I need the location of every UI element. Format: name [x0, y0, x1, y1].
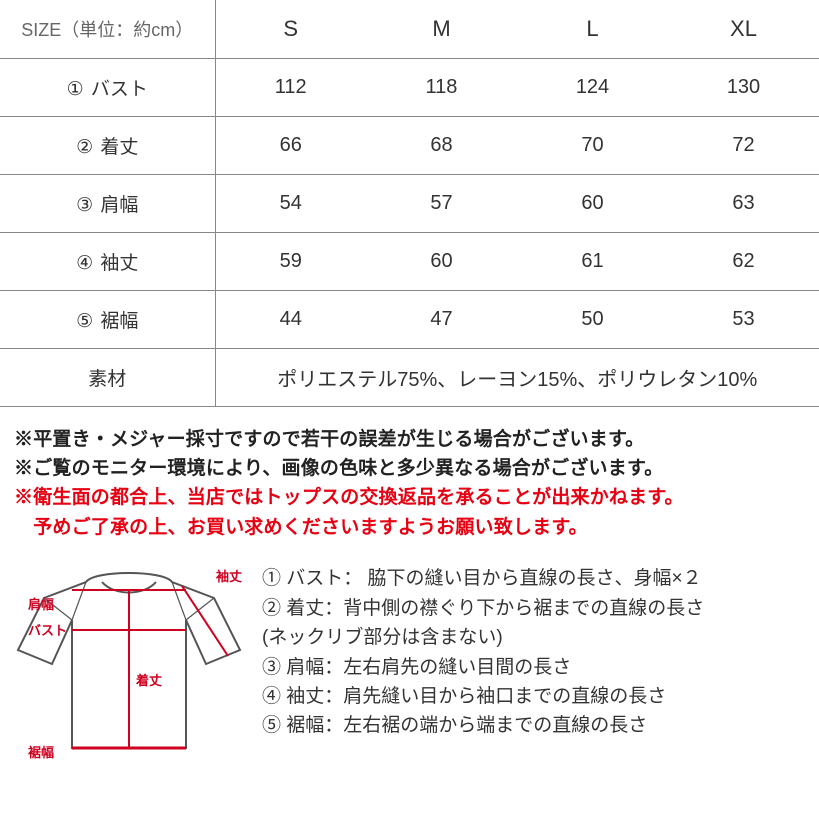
- tshirt-svg: [14, 560, 244, 760]
- definition-2: ② 着丈：背中側の襟ぐり下から裾までの直線の長さ: [262, 594, 805, 623]
- row-value: 44: [215, 290, 366, 348]
- row-label: ④ 袖丈: [0, 232, 215, 290]
- row-value: 57: [366, 174, 517, 232]
- row-label: ① バスト: [0, 58, 215, 116]
- material-row: 素材 ポリエステル75%、レーヨン15%、ポリウレタン10%: [0, 348, 819, 406]
- row-value: 53: [668, 290, 819, 348]
- definition-1: ① バスト： 脇下の縫い目から直線の長さ、身幅×２: [262, 564, 805, 593]
- size-table: SIZE（単位：約cm） S M L XL ① バスト112118124130②…: [0, 0, 819, 407]
- row-label: ③ 肩幅: [0, 174, 215, 232]
- row-value: 54: [215, 174, 366, 232]
- material-value: ポリエステル75%、レーヨン15%、ポリウレタン10%: [215, 348, 819, 406]
- diagram-label-hem: 裾幅: [28, 742, 54, 761]
- definition-4: ④ 袖丈：肩先縫い目から袖口までの直線の長さ: [262, 682, 805, 711]
- row-value: 47: [366, 290, 517, 348]
- diagram-label-length: 着丈: [136, 670, 162, 689]
- material-label: 素材: [0, 348, 215, 406]
- table-row: ⑤ 裾幅44475053: [0, 290, 819, 348]
- note-line-3: ※衛生面の都合上、当店ではトップスの交換返品を承ることが出来かねます。: [14, 483, 805, 512]
- row-value: 112: [215, 58, 366, 116]
- note-line-2: ※ご覧のモニター環境により、画像の色味と多少異なる場合がございます。: [14, 454, 805, 483]
- diagram-label-sleeve: 袖丈: [216, 566, 242, 585]
- tshirt-diagram: 袖丈 肩幅 バスト 着丈 裾幅: [14, 560, 244, 760]
- definition-5: ⑤ 裾幅：左右裾の端から端までの直線の長さ: [262, 711, 805, 740]
- note-line-1: ※平置き・メジャー採寸ですので若干の誤差が生じる場合がございます。: [14, 425, 805, 454]
- row-label: ② 着丈: [0, 116, 215, 174]
- diagram-label-bust: バスト: [28, 620, 67, 639]
- size-header-label: SIZE（単位：約cm）: [0, 0, 215, 58]
- row-value: 59: [215, 232, 366, 290]
- row-value: 60: [366, 232, 517, 290]
- size-col-m: M: [366, 0, 517, 58]
- row-value: 72: [668, 116, 819, 174]
- row-value: 124: [517, 58, 668, 116]
- row-value: 118: [366, 58, 517, 116]
- row-value: 66: [215, 116, 366, 174]
- definition-3: ③ 肩幅：左右肩先の縫い目間の長さ: [262, 653, 805, 682]
- table-header-row: SIZE（単位：約cm） S M L XL: [0, 0, 819, 58]
- row-value: 50: [517, 290, 668, 348]
- row-value: 63: [668, 174, 819, 232]
- diagram-label-shoulder: 肩幅: [28, 594, 54, 613]
- row-value: 70: [517, 116, 668, 174]
- table-row: ③ 肩幅54576063: [0, 174, 819, 232]
- definitions-block: ① バスト： 脇下の縫い目から直線の長さ、身幅×２ ② 着丈：背中側の襟ぐり下か…: [262, 560, 805, 760]
- table-row: ① バスト112118124130: [0, 58, 819, 116]
- row-value: 68: [366, 116, 517, 174]
- bottom-section: 袖丈 肩幅 バスト 着丈 裾幅 ① バスト： 脇下の縫い目から直線の長さ、身幅×…: [0, 552, 819, 760]
- row-value: 60: [517, 174, 668, 232]
- size-col-l: L: [517, 0, 668, 58]
- row-value: 62: [668, 232, 819, 290]
- row-value: 61: [517, 232, 668, 290]
- row-value: 130: [668, 58, 819, 116]
- notes-block: ※平置き・メジャー採寸ですので若干の誤差が生じる場合がございます。 ※ご覧のモニ…: [0, 407, 819, 553]
- note-line-4: 予めご了承の上、お買い求めくださいますようお願い致します。: [14, 513, 805, 542]
- table-row: ② 着丈66687072: [0, 116, 819, 174]
- table-row: ④ 袖丈59606162: [0, 232, 819, 290]
- definition-2b: (ネックリブ部分は含まない): [262, 623, 805, 652]
- row-label: ⑤ 裾幅: [0, 290, 215, 348]
- size-col-s: S: [215, 0, 366, 58]
- size-col-xl: XL: [668, 0, 819, 58]
